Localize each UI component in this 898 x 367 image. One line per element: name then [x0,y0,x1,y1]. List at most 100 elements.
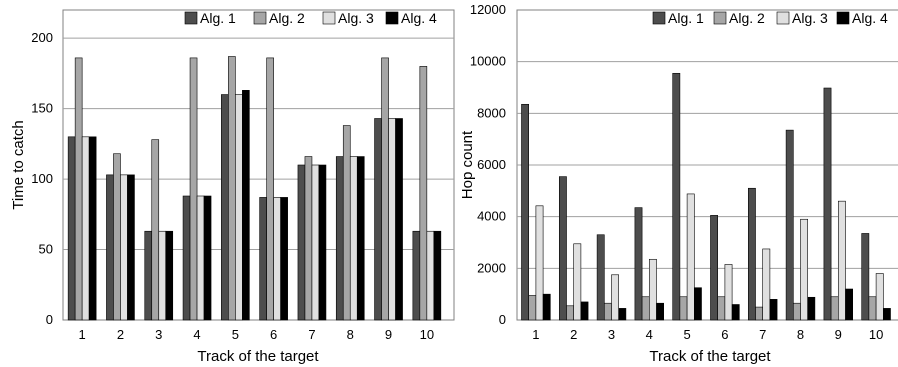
bar-alg-3-7 [311,164,320,321]
bar-alg-4-3 [165,230,174,321]
bar-alg-1-2 [106,174,114,321]
x-tick-label: 1 [532,327,539,342]
x-tick-label: 5 [232,327,239,342]
legend-swatch [184,11,198,25]
bar-alg-2-7 [304,156,313,321]
bar-alg-3-8 [800,218,808,321]
bar-alg-2-1 [528,295,537,321]
x-axis-label: Track of the target [197,348,319,365]
bar-alg-4-3 [618,308,627,321]
bar-alg-4-7 [769,299,778,321]
bar-alg-2-7 [755,306,763,321]
bar-alg-3-8 [349,156,358,321]
y-tick-label: 12000 [470,2,506,17]
x-tick-label: 4 [193,327,200,342]
x-tick-labels: 1 2 3 4 5 6 7 8 9 10 [79,327,435,342]
legend-swatch [652,11,666,25]
bar-alg-4-1 [88,136,97,321]
bar-alg-2-5 [228,56,236,321]
legend-label: Alg. 3 [792,10,828,26]
bar-alg-1-7 [747,187,756,321]
bar-alg-3-5 [235,94,243,321]
bar-alg-3-3 [611,274,619,321]
bar-alg-4-4 [203,195,212,321]
bar-alg-2-1 [74,57,83,321]
bar-alg-4-9 [845,288,853,321]
bar-alg-4-8 [807,296,816,321]
bar-alg-1-6 [259,197,267,321]
bar-alg-2-3 [151,139,160,321]
bar-alg-3-7 [762,248,771,321]
bar-alg-4-4 [656,302,664,321]
bar-alg-2-9 [381,57,389,321]
legend: Alg. 1 Alg. 2 Alg. 3 Alg. 4 [184,10,437,26]
legend-label: Alg. 3 [338,10,374,26]
bar-alg-2-10 [419,66,428,321]
bar-alg-3-2 [120,174,128,321]
y-tick-label: 0 [46,312,53,327]
bar-alg-3-6 [273,197,281,321]
bar-alg-4-2 [580,301,589,321]
bar-alg-3-4 [648,258,657,321]
bar-alg-2-2 [566,305,574,321]
bar-alg-4-10 [433,230,442,321]
x-tick-label: 3 [155,327,162,342]
bar-alg-2-4 [641,296,650,321]
bar-alg-1-8 [785,129,794,321]
bar-alg-3-6 [724,264,733,321]
bar-alg-1-3 [144,230,153,321]
bar-alg-4-5 [242,90,250,321]
y-tick-label: 8000 [477,105,506,120]
legend-swatch [713,11,727,25]
bar-alg-4-10 [882,308,891,321]
bar-alg-1-1 [67,136,76,321]
y-axis-label: Time to catch [10,120,27,209]
bar-alg-1-4 [634,207,643,321]
bar-alg-4-1 [542,293,551,321]
bar-alg-4-2 [127,174,135,321]
bar-alg-2-2 [113,153,121,321]
bar-alg-1-2 [558,176,567,321]
bar-alg-3-3 [158,230,167,321]
x-tick-label: 8 [347,327,354,342]
legend-swatch [385,11,399,25]
bar-alg-4-6 [731,304,740,321]
bar-alg-2-6 [266,57,274,321]
bar-alg-3-9 [837,200,846,321]
bar-alg-2-4 [189,57,198,321]
bar-alg-1-9 [823,87,832,321]
x-tick-label: 1 [79,327,86,342]
x-tick-label: 2 [117,327,124,342]
x-axis-label: Track of the target [649,348,771,365]
legend: Alg. 1 Alg. 2 Alg. 3 Alg. 4 [652,10,888,26]
x-tick-label: 3 [608,327,615,342]
x-tick-labels: 1 2 3 4 5 6 7 8 9 10 [532,327,883,342]
bar-alg-4-9 [395,118,403,321]
y-tick-label: 50 [39,242,53,257]
bar-alg-3-5 [686,193,695,321]
bar-alg-2-8 [342,125,351,321]
bar-alg-3-10 [875,273,884,321]
y-tick-labels: 0 2000 4000 6000 8000 10000 12000 [470,2,506,327]
bar-alg-1-5 [221,94,229,321]
y-tick-label: 6000 [477,157,506,172]
y-tick-labels: 0 50 100 150 200 [31,30,53,327]
y-tick-label: 10000 [470,54,506,69]
bar-alg-1-10 [412,230,421,321]
bar-alg-1-5 [672,72,681,321]
x-tick-label: 7 [759,327,766,342]
bar-alg-3-4 [196,195,205,321]
bars [521,72,891,321]
x-tick-label: 7 [308,327,315,342]
bar-alg-2-9 [830,296,839,321]
bar-alg-4-8 [356,156,365,321]
bar-alg-1-3 [596,234,605,321]
bar-alg-3-1 [81,136,90,321]
x-tick-label: 4 [646,327,653,342]
bar-alg-2-3 [603,302,612,321]
x-tick-label: 2 [570,327,577,342]
y-tick-label: 200 [31,30,53,45]
x-tick-label: 6 [270,327,277,342]
y-tick-label: 100 [31,171,53,186]
